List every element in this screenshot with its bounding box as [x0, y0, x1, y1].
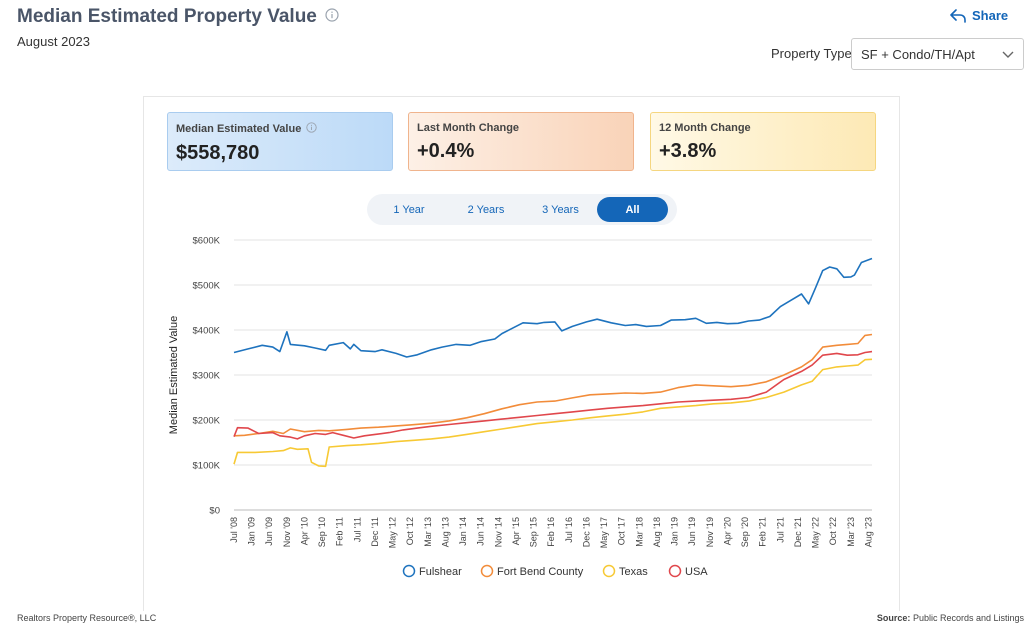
x-tick-label: Jan '19 — [670, 517, 680, 546]
subtitle: August 2023 — [17, 34, 91, 49]
x-tick-label: Dec '21 — [793, 517, 803, 547]
y-tick-label: $300K — [193, 371, 221, 382]
x-tick-label: Nov '09 — [282, 517, 292, 547]
x-tick-label: Jul '16 — [564, 517, 574, 543]
legend-marker — [480, 564, 494, 578]
x-tick-label: Apr '15 — [511, 517, 521, 545]
x-tick-label: Apr '10 — [299, 517, 309, 545]
tab-all[interactable]: All — [597, 197, 668, 222]
x-tick-label: Nov '19 — [705, 517, 715, 547]
series-line-fort-bend-county — [233, 333, 873, 437]
property-type-select[interactable]: SF + Condo/TH/Apt — [851, 38, 1024, 70]
x-tick-label: Sep '20 — [740, 517, 750, 547]
x-tick-label: Jun '19 — [687, 517, 697, 546]
x-tick-label: Sep '15 — [529, 517, 539, 547]
series-line-texas — [233, 358, 873, 468]
x-tick-label: Dec '16 — [581, 517, 591, 547]
median-value-card: Median Estimated Value $558,780 — [167, 112, 393, 171]
card-value: +3.8% — [659, 140, 717, 162]
y-tick-label: $200K — [193, 416, 221, 427]
x-tick-label: Aug '18 — [652, 517, 662, 547]
x-tick-label: Feb '11 — [335, 517, 345, 546]
x-tick-label: Jun '09 — [264, 517, 274, 546]
x-tick-label: May '22 — [811, 517, 821, 548]
x-tick-label: Jul '21 — [775, 517, 785, 543]
x-tick-label: Jan '14 — [458, 517, 468, 546]
x-tick-label: Dec '11 — [370, 517, 380, 547]
x-tick-label: Jan '09 — [247, 517, 257, 546]
page-title: Median Estimated Property Value — [17, 6, 339, 28]
y-tick-label: $500K — [193, 281, 221, 292]
y-axis-label: Median Estimated Value — [168, 316, 180, 434]
source-label: Source: — [876, 613, 911, 623]
x-tick-label: Feb '16 — [546, 517, 556, 547]
x-tick-label: Oct '12 — [405, 517, 415, 545]
share-label: Share — [972, 8, 1009, 23]
tab-3-years[interactable]: 3 Years — [542, 203, 579, 216]
x-tick-label: Mar '23 — [846, 517, 856, 547]
x-tick-label: Aug '13 — [440, 517, 450, 547]
info-icon[interactable] — [306, 122, 318, 136]
last-month-change-card: Last Month Change +0.4% — [408, 112, 634, 171]
footer-source: Source: Public Records and Listings — [877, 613, 1024, 623]
x-tick-label: Mar '18 — [634, 517, 644, 547]
series-line-fulshear — [233, 257, 873, 358]
card-value: $558,780 — [176, 142, 260, 164]
property-type-value: SF + Condo/TH/Apt — [861, 46, 975, 62]
x-tick-label: Jun '14 — [476, 517, 486, 546]
legend-marker — [668, 564, 682, 578]
x-tick-label: Feb '21 — [758, 517, 768, 547]
tab-2-years[interactable]: 2 Years — [467, 203, 505, 216]
share-button[interactable]: Share — [950, 8, 1008, 23]
info-icon[interactable] — [325, 6, 339, 28]
legend-label: USA — [685, 566, 708, 578]
x-tick-label: Oct '22 — [828, 517, 838, 545]
share-icon — [950, 8, 966, 23]
x-tick-label: Jul '08 — [229, 517, 239, 543]
series-line-usa — [233, 350, 873, 440]
legend-marker — [602, 564, 616, 578]
card-label: Last Month Change — [417, 122, 520, 134]
footer-copyright: Realtors Property Resource®, LLC — [17, 613, 157, 623]
card-label: 12 Month Change — [659, 122, 751, 134]
x-tick-label: May '12 — [388, 517, 398, 548]
property-type-label: Property Type — [771, 46, 852, 61]
y-tick-label: $600K — [193, 236, 221, 247]
legend-label: Texas — [619, 566, 648, 578]
x-tick-label: Aug '23 — [863, 517, 873, 547]
legend-label: Fulshear — [419, 566, 462, 578]
y-tick-label: $0 — [209, 506, 220, 517]
x-tick-label: Oct '17 — [617, 517, 627, 545]
source-value: Public Records and Listings — [912, 613, 1024, 623]
12-month-change-card: 12 Month Change +3.8% — [650, 112, 876, 171]
chevron-down-icon — [1002, 51, 1014, 58]
x-tick-label: Mar '13 — [423, 517, 433, 547]
legend-label: Fort Bend County — [497, 566, 584, 578]
card-label: Median Estimated Value — [176, 123, 302, 135]
tab-1-year[interactable]: 1 Year — [393, 203, 425, 216]
y-tick-label: $400K — [193, 326, 221, 337]
x-tick-label: Jul '11 — [352, 517, 362, 542]
card-value: +0.4% — [417, 140, 475, 162]
legend-marker — [402, 564, 416, 578]
x-tick-label: Sep '10 — [317, 517, 327, 547]
line-chart: $0 $100K $200K $300K $400K $500K $600K Median E… — [168, 236, 873, 579]
chart-panel — [143, 96, 900, 611]
time-range-tabs: 1 Year 2 Years 3 Years All — [367, 194, 677, 225]
title-text: Median Estimated Property Value — [17, 6, 317, 27]
x-tick-label: Apr '20 — [722, 517, 732, 545]
x-tick-label: Nov '14 — [493, 517, 503, 547]
x-tick-label: May '17 — [599, 517, 609, 548]
y-tick-label: $100K — [193, 461, 221, 472]
